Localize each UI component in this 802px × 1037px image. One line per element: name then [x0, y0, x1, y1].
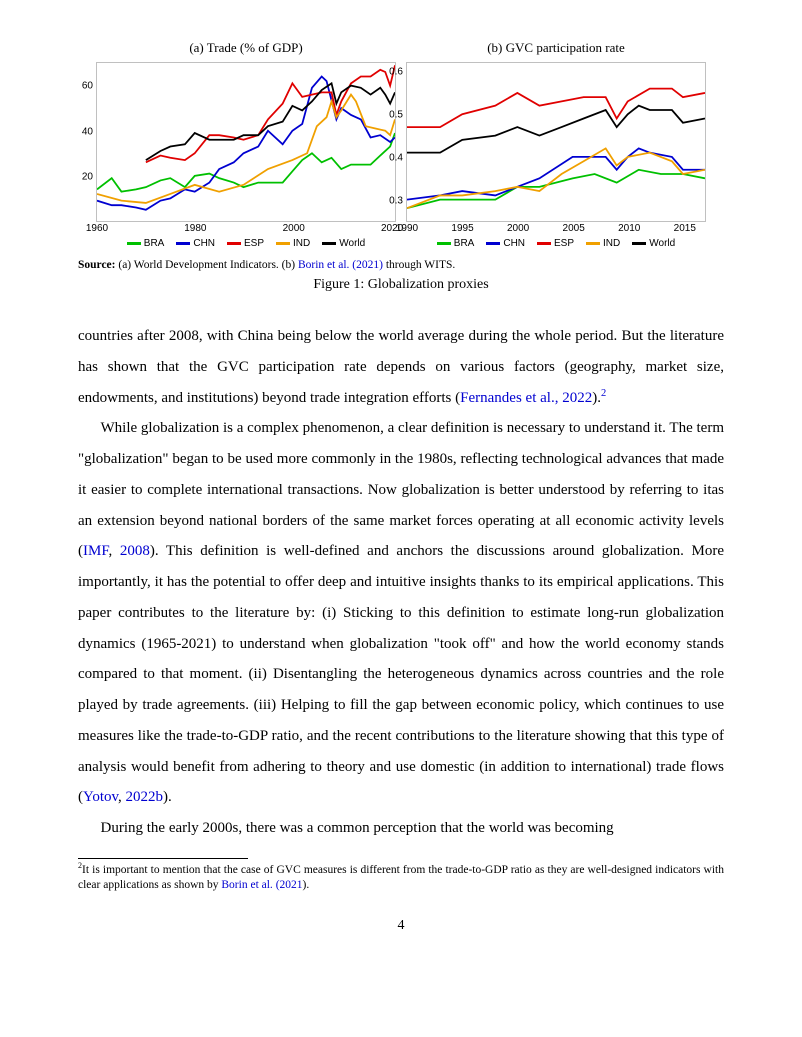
x-tick: 1995 [451, 221, 473, 234]
legend-label: ESP [554, 238, 574, 249]
x-tick: 2015 [674, 221, 696, 234]
series-BRA [407, 170, 705, 208]
legend-swatch [276, 242, 290, 245]
body-text: countries after 2008, with China being b… [78, 321, 724, 844]
p2-text-c: ). This definition is well-defined and a… [78, 543, 724, 805]
source-label: Source: [78, 259, 115, 271]
y-tick: 40 [82, 126, 97, 137]
source-text-a: (a) World Development Indicators. (b) [118, 259, 298, 271]
x-tick: 1980 [184, 221, 206, 234]
series-ESP [407, 89, 705, 128]
p3-text-a: During the early 2000s, there was a comm… [101, 820, 614, 836]
paragraph-3: During the early 2000s, there was a comm… [78, 813, 724, 844]
legend-label: CHN [193, 238, 215, 249]
legend-label: World [649, 238, 675, 249]
legend-label: World [339, 238, 365, 249]
legend-item-CHN: CHN [176, 238, 215, 249]
legend-item-IND: IND [586, 238, 620, 249]
p1-cit-year[interactable]: , 2022 [555, 390, 593, 406]
legend-swatch [437, 242, 451, 245]
source-citation-year[interactable]: (2021) [352, 259, 383, 271]
x-tick: 1990 [396, 221, 418, 234]
legend-item-BRA: BRA [127, 238, 165, 249]
footnote-ref-2[interactable]: 2 [601, 388, 606, 399]
footnote-rule [78, 858, 248, 859]
series-ESP [146, 65, 395, 162]
y-tick: 20 [82, 172, 97, 183]
chart-a-svg [97, 63, 395, 221]
p2-text-e: ). [163, 789, 172, 805]
figure-source: Source: (a) World Development Indicators… [78, 259, 724, 271]
legend-label: ESP [244, 238, 264, 249]
legend-label: IND [603, 238, 620, 249]
legend-label: IND [293, 238, 310, 249]
chart-b-legend: BRA CHN ESP IND World [437, 238, 675, 249]
legend-swatch [632, 242, 646, 245]
page-container: (a) Trade (% of GDP) 2040601960198020002… [0, 0, 802, 964]
legend-item-IND: IND [276, 238, 310, 249]
chart-panel-b: (b) GVC participation rate 0.30.40.50.61… [406, 40, 706, 249]
y-tick: 0.6 [389, 66, 407, 77]
footnote-citation-year[interactable]: (2021 [273, 879, 303, 891]
footnote-text-b: ). [303, 879, 310, 891]
legend-label: BRA [144, 238, 165, 249]
y-tick: 60 [82, 80, 97, 91]
legend-swatch [537, 242, 551, 245]
chart-b-svg [407, 63, 705, 221]
legend-swatch [127, 242, 141, 245]
p2-citation-2-year[interactable]: 2022b [126, 789, 164, 805]
chart-a-title: (a) Trade (% of GDP) [189, 40, 302, 56]
charts-row: (a) Trade (% of GDP) 2040601960198020002… [78, 40, 724, 249]
chart-a-plot: 2040601960198020002020 [96, 62, 396, 222]
paragraph-2: While globalization is a complex phenome… [78, 413, 724, 813]
source-text-c: through WITS. [383, 259, 455, 271]
legend-item-World: World [632, 238, 675, 249]
footnote-text-a: It is important to mention that the case… [78, 864, 724, 892]
footnote-citation[interactable]: Borin et al. [221, 879, 272, 891]
x-tick: 2010 [618, 221, 640, 234]
legend-swatch [586, 242, 600, 245]
legend-item-BRA: BRA [437, 238, 475, 249]
chart-panel-a: (a) Trade (% of GDP) 2040601960198020002… [96, 40, 396, 249]
chart-b-title: (b) GVC participation rate [487, 40, 625, 56]
y-tick: 0.3 [389, 196, 407, 207]
legend-label: BRA [454, 238, 475, 249]
legend-swatch [227, 242, 241, 245]
legend-item-ESP: ESP [227, 238, 264, 249]
legend-item-World: World [322, 238, 365, 249]
p2-comma-2: , [118, 789, 126, 805]
legend-swatch [176, 242, 190, 245]
p2-citation-1-year[interactable]: 2008 [120, 543, 150, 559]
x-tick: 1960 [86, 221, 108, 234]
legend-swatch [322, 242, 336, 245]
p1-text-b: ). [592, 390, 601, 406]
p2-citation-1[interactable]: IMF [83, 543, 108, 559]
legend-swatch [486, 242, 500, 245]
series-World [146, 83, 395, 160]
paragraph-1: countries after 2008, with China being b… [78, 321, 724, 413]
source-citation-link[interactable]: Borin et al. [298, 259, 349, 271]
figure-caption: Figure 1: Globalization proxies [78, 277, 724, 293]
chart-a-legend: BRA CHN ESP IND World [127, 238, 365, 249]
p2-comma-1: , [108, 543, 119, 559]
p2-citation-2[interactable]: Yotov [83, 789, 118, 805]
chart-b-plot: 0.30.40.50.6199019952000200520102015 [406, 62, 706, 222]
legend-item-ESP: ESP [537, 238, 574, 249]
x-tick: 2000 [507, 221, 529, 234]
x-tick: 2005 [563, 221, 585, 234]
page-number: 4 [78, 918, 724, 934]
y-tick: 0.4 [389, 153, 407, 164]
legend-item-CHN: CHN [486, 238, 525, 249]
x-tick: 2000 [283, 221, 305, 234]
p1-citation[interactable]: Fernandes et al. [460, 390, 555, 406]
y-tick: 0.5 [389, 109, 407, 120]
series-World [407, 106, 705, 153]
footnote-2: 2It is important to mention that the cas… [78, 861, 724, 894]
p2-text-a: While globalization is a complex phenome… [78, 420, 724, 559]
legend-label: CHN [503, 238, 525, 249]
p1-text-a: countries after 2008, with China being b… [78, 328, 724, 406]
